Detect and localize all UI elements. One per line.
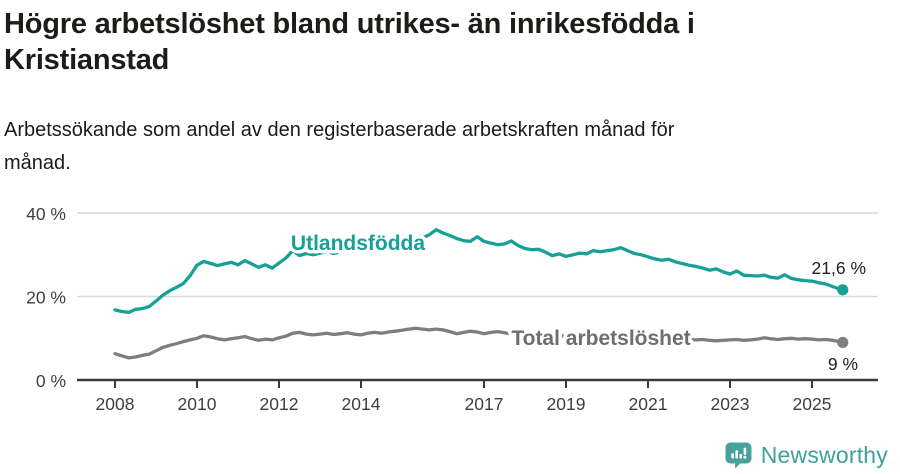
series-endpoint-total-arbetsloshet: [837, 336, 849, 349]
x-axis-label-2025: 2025: [793, 394, 832, 414]
x-axis-label-2017: 2017: [465, 394, 504, 414]
page-title: Högre arbetslöshet bland utrikes- än inr…: [4, 6, 849, 78]
series-label-utlandsfodda: Utlandsfödda: [291, 232, 425, 255]
brand-name: Newsworthy: [760, 442, 888, 468]
series-line-total-arbetsloshet: [113, 326, 845, 360]
x-axis-label-2023: 2023: [711, 394, 750, 414]
x-axis-label-2021: 2021: [629, 394, 668, 414]
x-axis-label-2008: 2008: [96, 394, 135, 414]
newsworthy-logo-icon: [725, 442, 752, 469]
y-axis-label-20: 20 %: [26, 288, 66, 308]
y-axis-label-0: 0 %: [36, 371, 66, 391]
end-value-total-arbetsloshet: 9 %: [828, 354, 858, 374]
x-axis-label-2019: 2019: [547, 394, 586, 414]
chart-subtitle: Arbetssökande som andel av den registerb…: [4, 114, 849, 180]
y-axis-label-40: 40 %: [26, 204, 66, 224]
series-endpoint-utlandsfodda: [837, 284, 849, 296]
page-title-line1: Högre arbetslöshet bland utrikes- än inr…: [4, 8, 695, 40]
chart-subtitle-line1: Arbetssökande som andel av den registerb…: [4, 119, 675, 141]
x-axis-label-2014: 2014: [342, 394, 381, 414]
chart-subtitle-line2: månad.: [4, 152, 71, 174]
series-label-total-arbetsloshet: Total arbetslöshet: [511, 327, 690, 350]
end-value-utlandsfodda: 21,6 %: [812, 258, 866, 278]
page-title-line2: Kristianstad: [4, 44, 170, 76]
x-axis-label-2010: 2010: [178, 394, 217, 414]
x-axis-label-2012: 2012: [260, 394, 299, 414]
brand-footer: Newsworthy: [725, 442, 888, 469]
series-line-utlandsfodda: [113, 228, 845, 315]
